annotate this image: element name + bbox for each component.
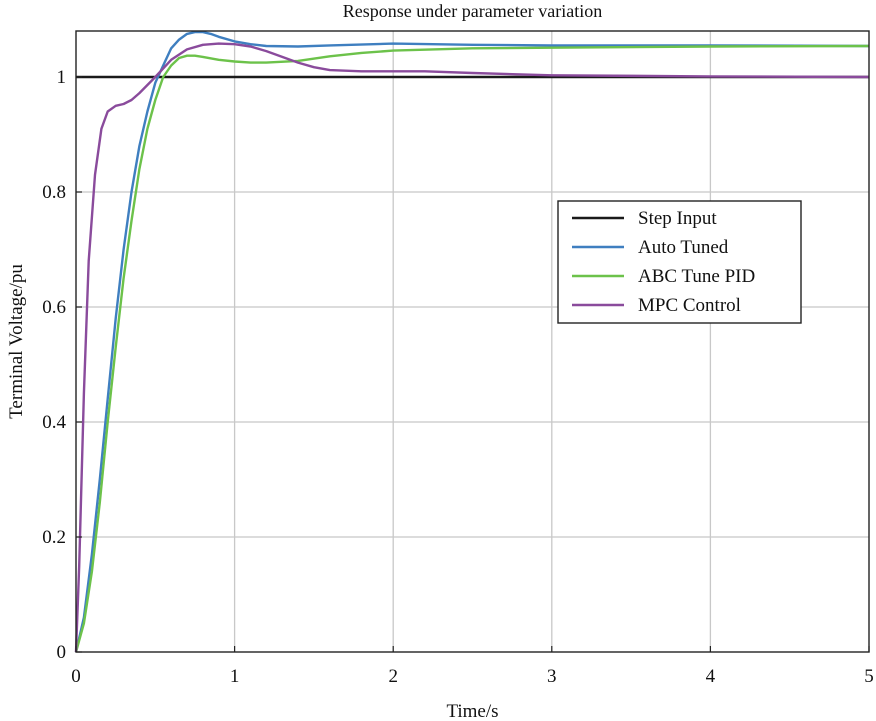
series-line-mpc-control <box>74 42 870 653</box>
y-axis-label: Terminal Voltage/pu <box>6 264 27 419</box>
x-tick-labels: 0 1 2 3 4 5 <box>71 646 874 687</box>
legend: Step Input Auto Tuned ABC Tune PID MPC Cont… <box>557 200 802 324</box>
legend-label: ABC Tune PID <box>638 266 755 287</box>
y-tick-label: 0.6 <box>42 297 66 318</box>
x-tick-label: 3 <box>547 666 557 687</box>
y-tick-label: 0 <box>57 642 67 663</box>
plot-frame <box>75 30 870 653</box>
series-lines <box>74 30 870 653</box>
y-tick-label: 0.8 <box>42 182 66 203</box>
x-tick-label: 2 <box>388 666 398 687</box>
legend-label: MPC Control <box>638 295 741 316</box>
series-line-auto-tuned <box>74 30 870 653</box>
y-tick-label: 0.2 <box>42 527 66 548</box>
chart-title: Response under parameter variation <box>343 1 602 21</box>
x-axis-label: Time/s <box>446 701 498 721</box>
y-tick-label: 0.4 <box>42 412 66 433</box>
y-tick-label: 1 <box>57 67 67 88</box>
legend-box <box>557 200 802 324</box>
x-tick-label: 1 <box>230 666 240 687</box>
legend-label: Step Input <box>638 208 717 229</box>
x-tick-label: 0 <box>71 666 81 687</box>
x-tick-label: 4 <box>706 666 716 687</box>
y-tick-labels: 0 0.2 0.4 0.6 0.8 1 <box>42 67 82 663</box>
legend-label: Auto Tuned <box>638 237 729 258</box>
grid <box>76 31 869 652</box>
series-line-abc-tune-pid <box>74 44 870 653</box>
x-tick-label: 5 <box>864 666 874 687</box>
